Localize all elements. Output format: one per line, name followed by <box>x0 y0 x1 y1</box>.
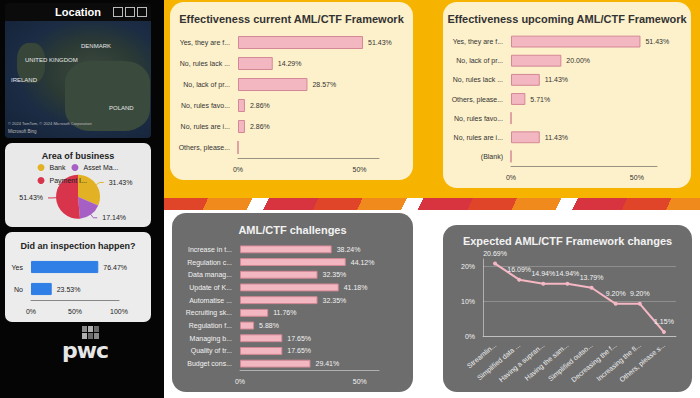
svg-text:51.43%: 51.43% <box>645 38 669 45</box>
html-text:Microsoft Bing: Microsoft Bing <box>8 129 37 134</box>
svg-text:Did an inspection happen?: Did an inspection happen? <box>20 241 135 251</box>
svg-text:2.86%: 2.86% <box>250 123 270 130</box>
svg-text:51.43%: 51.43% <box>19 194 43 201</box>
svg-text:16.09%: 16.09% <box>507 266 531 273</box>
svg-text:Regulation c...: Regulation c... <box>187 259 232 267</box>
svg-text:Expected AML/CTF Framework cha: Expected AML/CTF Framework changes <box>463 235 672 247</box>
svg-text:14.94%: 14.94% <box>556 270 580 277</box>
svg-text:50%: 50% <box>353 166 367 173</box>
svg-text:No, rules lack ...: No, rules lack ... <box>453 76 503 83</box>
svg-text:Increase in t...: Increase in t... <box>188 246 232 253</box>
svg-text:Others, please s...: Others, please s... <box>618 341 667 384</box>
svg-text:Others, please...: Others, please... <box>179 144 230 152</box>
svg-text:0%: 0% <box>506 174 516 181</box>
svg-text:50%: 50% <box>353 378 367 385</box>
svg-text:Managing b...: Managing b... <box>190 335 232 343</box>
svg-text:No, lack of pr...: No, lack of pr... <box>183 81 230 89</box>
svg-text:Area of business: Area of business <box>42 151 115 161</box>
svg-text:2.86%: 2.86% <box>250 102 270 109</box>
html-text:UNITED KINGDOM: UNITED KINGDOM <box>25 57 78 63</box>
svg-text:76.47%: 76.47% <box>103 264 127 271</box>
svg-text:28.57%: 28.57% <box>312 81 336 88</box>
svg-text:No, lack of pr...: No, lack of pr... <box>456 57 503 65</box>
svg-text:Having the sam...: Having the sam... <box>523 341 570 382</box>
svg-text:51.43%: 51.43% <box>368 39 392 46</box>
svg-text:Quality of tr...: Quality of tr... <box>191 347 232 355</box>
svg-text:50%: 50% <box>68 308 82 315</box>
svg-text:31.43%: 31.43% <box>109 179 133 186</box>
svg-text:No, rules favo...: No, rules favo... <box>454 115 503 122</box>
svg-text:38.24%: 38.24% <box>337 246 361 253</box>
svg-text:No, rules are i...: No, rules are i... <box>454 134 503 141</box>
svg-text:5.88%: 5.88% <box>259 322 279 329</box>
svg-text:AML/CTF challenges: AML/CTF challenges <box>238 224 346 236</box>
svg-text:No, rules favo...: No, rules favo... <box>181 102 230 109</box>
svg-text:14.94%: 14.94% <box>531 270 555 277</box>
svg-text:11.43%: 11.43% <box>545 134 568 141</box>
svg-text:9.20%: 9.20% <box>630 290 650 297</box>
svg-text:Others, please...: Others, please... <box>452 96 503 104</box>
svg-text:Increasing the fl...: Increasing the fl... <box>595 341 643 383</box>
svg-text:100%: 100% <box>110 308 128 315</box>
html-text:© 2024 TomTom, © 2024 Microsof: © 2024 TomTom, © 2024 Microsoft Corporat… <box>8 121 92 126</box>
svg-text:32.35%: 32.35% <box>323 271 347 278</box>
svg-text:14.29%: 14.29% <box>278 60 302 67</box>
svg-text:Budget cons...: Budget cons... <box>187 360 232 368</box>
svg-text:No, rules lack ...: No, rules lack ... <box>180 60 230 67</box>
svg-text:Data manag...: Data manag... <box>188 271 232 279</box>
svg-text:1.15%: 1.15% <box>654 318 674 325</box>
svg-text:11.76%: 11.76% <box>273 309 296 316</box>
html-text:IRELAND: IRELAND <box>11 77 37 83</box>
svg-text:Bank: Bank <box>50 164 66 171</box>
svg-text:9.20%: 9.20% <box>606 290 626 297</box>
svg-text:0%: 0% <box>233 166 243 173</box>
html-text:DENMARK: DENMARK <box>81 43 111 49</box>
svg-text:17.14%: 17.14% <box>102 214 126 221</box>
svg-text:0%: 0% <box>235 378 245 385</box>
svg-text:20.00%: 20.00% <box>566 57 590 64</box>
html-text:Location: Location <box>55 6 101 18</box>
svg-text:32.35%: 32.35% <box>323 297 347 304</box>
svg-text:Regulation f...: Regulation f... <box>189 322 232 330</box>
svg-text:Effectiveness current AML/CTF: Effectiveness current AML/CTF Framework <box>179 13 404 25</box>
svg-text:Having a supran...: Having a supran... <box>497 341 546 384</box>
svg-text:Simplified data ...: Simplified data ... <box>475 341 522 382</box>
svg-text:Asset Ma...: Asset Ma... <box>83 164 118 171</box>
svg-text:No: No <box>14 286 23 293</box>
svg-text:Yes, they are f...: Yes, they are f... <box>453 38 503 46</box>
svg-text:Recruiting sk...: Recruiting sk... <box>186 309 232 317</box>
svg-text:Decreasing the f...: Decreasing the f... <box>569 341 618 384</box>
svg-text:Update of K...: Update of K... <box>189 284 232 292</box>
svg-text:11.43%: 11.43% <box>545 76 568 83</box>
svg-text:Yes: Yes <box>12 264 24 271</box>
svg-text:Simplified outso...: Simplified outso... <box>547 341 594 383</box>
svg-text:Automatise ...: Automatise ... <box>189 297 232 304</box>
svg-text:20.69%: 20.69% <box>483 250 507 257</box>
html-text:pwc: pwc <box>61 338 109 363</box>
html-text:POLAND: POLAND <box>109 105 134 111</box>
svg-text:Effectiveness upcoming AML/CTF: Effectiveness upcoming AML/CTF Framework <box>447 13 687 25</box>
svg-text:17.65%: 17.65% <box>287 335 311 342</box>
svg-text:No, rules are i...: No, rules are i... <box>181 123 230 130</box>
svg-text:50%: 50% <box>630 174 644 181</box>
svg-text:41.18%: 41.18% <box>344 284 368 291</box>
svg-text:20%: 20% <box>461 263 475 270</box>
svg-text:44.12%: 44.12% <box>351 259 375 266</box>
svg-text:5.71%: 5.71% <box>530 96 550 103</box>
svg-text:0%: 0% <box>26 308 36 315</box>
svg-text:10%: 10% <box>461 298 475 305</box>
svg-text:0%: 0% <box>465 333 475 340</box>
svg-text:Payment I...: Payment I... <box>50 177 87 185</box>
svg-text:Yes, they are f...: Yes, they are f... <box>180 39 230 47</box>
svg-text:13.79%: 13.79% <box>580 274 604 281</box>
svg-text:17.65%: 17.65% <box>287 347 311 354</box>
svg-text:29.41%: 29.41% <box>315 360 339 367</box>
svg-text:(Blank): (Blank) <box>481 153 503 161</box>
svg-text:23.53%: 23.53% <box>57 286 81 293</box>
svg-text:Streamlin...: Streamlin... <box>465 341 498 370</box>
